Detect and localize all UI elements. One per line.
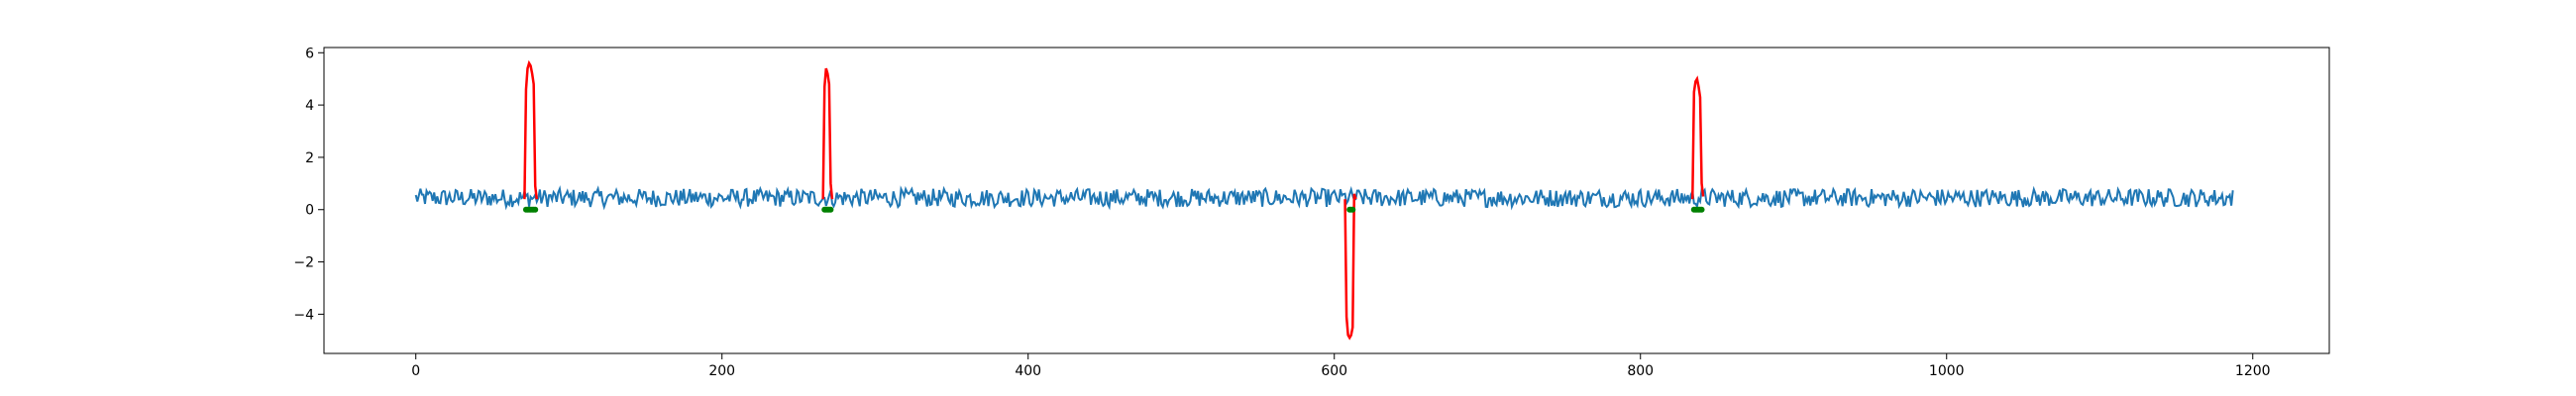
anomaly-spike-line xyxy=(1343,193,1357,341)
y-tick-label: −4 xyxy=(293,307,314,323)
x-tick-label: 0 xyxy=(411,363,420,379)
x-tick-label: 1000 xyxy=(1929,363,1965,379)
anomaly-spike-line xyxy=(1691,75,1705,200)
x-tick-label: 600 xyxy=(1321,363,1347,379)
anomaly-spike-line xyxy=(821,67,834,200)
x-tick-label: 200 xyxy=(708,363,735,379)
axes-frame xyxy=(323,47,2330,354)
anomaly-marker-point xyxy=(1349,206,1356,213)
y-tick-label: 0 xyxy=(305,203,314,219)
x-tick-label: 800 xyxy=(1627,363,1654,379)
y-tick-label: 4 xyxy=(305,98,314,114)
anomaly-marker-point xyxy=(827,206,834,213)
y-tick-label: 2 xyxy=(305,150,314,166)
x-tick-label: 1200 xyxy=(2235,363,2271,379)
anomaly-marker-point xyxy=(1698,206,1705,213)
axis-layer: 0 200 400 600 800 1000 1200 −4 −2 0 2 4 6 xyxy=(293,46,2270,379)
anomaly-spike-line xyxy=(523,59,539,200)
y-tick-label: −2 xyxy=(293,255,314,271)
signal-series-line xyxy=(414,185,2234,211)
x-tick-label: 400 xyxy=(1015,363,1041,379)
y-tick-label: 6 xyxy=(305,46,314,61)
series-layer xyxy=(414,59,2234,341)
anomaly-marker-point xyxy=(532,206,539,213)
